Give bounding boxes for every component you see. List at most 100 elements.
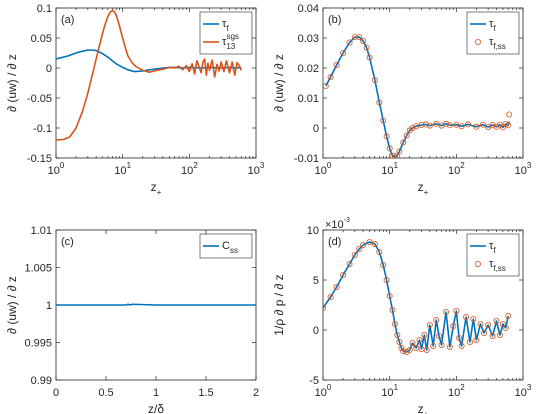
x-axis-title: z+ (418, 180, 429, 197)
panel-label: (a) (61, 14, 74, 26)
x-tick-label: 101 (381, 161, 398, 177)
x-tick-label: 100 (48, 161, 65, 177)
y-axis-title: ∂ (uw) / ∂ z (272, 54, 286, 112)
plot-area (56, 9, 242, 141)
legend-label: τf,ss (489, 36, 506, 51)
data-point (438, 341, 445, 348)
y-tick-label: 0.99 (31, 375, 52, 387)
data-point (409, 339, 416, 346)
data-point (389, 306, 396, 313)
y-tick-label: -0.1 (33, 123, 52, 135)
data-point (333, 62, 340, 69)
panel-c: 0.99 0.995 1 1.005 1.01 0 0.5 1 1.5 2 z/δ ∂ (uw) / … (5, 225, 259, 414)
data-point (422, 121, 429, 128)
data-point (366, 54, 373, 61)
x-tick-label: 101 (114, 161, 131, 177)
data-point (346, 39, 353, 46)
data-point (499, 320, 506, 327)
axes-box (322, 229, 524, 381)
data-point (409, 125, 416, 132)
data-point (346, 260, 353, 267)
panel-label: (c) (61, 236, 74, 248)
plot-area (323, 238, 512, 355)
data-point (323, 305, 326, 311)
data-point (473, 123, 480, 130)
data-point (470, 315, 477, 322)
y-tick-label: 0.03 (298, 33, 319, 45)
y-tick-label: -0.01 (294, 153, 319, 165)
x-tick-label: 1.5 (198, 387, 213, 399)
x-tick-label: 102 (448, 161, 465, 177)
data-point (453, 307, 460, 314)
y-tick-label: 0.995 (24, 338, 52, 350)
data-point (394, 331, 401, 338)
y-tick-label: 1.01 (31, 225, 52, 237)
data-point (366, 238, 373, 245)
y-tick-label: 1 (46, 300, 52, 312)
y-tick-label: 0.05 (31, 33, 52, 45)
data-point (446, 122, 453, 129)
y-tick-label: 0 (313, 325, 319, 337)
y-axis-title: 1/ρ ∂ p / ∂ z (272, 274, 286, 335)
data-point (403, 132, 410, 139)
data-point (465, 121, 472, 128)
data-point (489, 122, 496, 129)
data-point (396, 148, 403, 155)
data-point (380, 117, 387, 124)
legend-label: τf (489, 18, 496, 33)
x-axis-title: z+ (418, 402, 429, 414)
data-point (371, 240, 378, 247)
data-point (351, 251, 358, 258)
data-point (473, 336, 480, 343)
plot-area (323, 34, 513, 158)
data-point (327, 74, 334, 81)
data-point (505, 122, 512, 129)
data-point (477, 320, 484, 327)
data-point (351, 34, 358, 41)
y-tick-label: 0.01 (298, 93, 319, 105)
data-point (433, 120, 440, 127)
x-tick-label: 0 (53, 387, 59, 399)
data-point (360, 38, 367, 45)
legend-label: τ13sgs (222, 32, 239, 51)
x-tick-label: 1 (153, 387, 159, 399)
data-point (485, 321, 492, 328)
y-tick-label: -0.15 (27, 153, 52, 165)
series-line (325, 36, 510, 158)
y-tick-label: -5 (309, 375, 319, 387)
data-point (340, 50, 347, 57)
y-tick-label: -0.05 (27, 93, 52, 105)
axes-box (322, 7, 524, 159)
data-point (433, 316, 440, 323)
data-point (371, 77, 378, 84)
x-tick-label: 103 (515, 161, 532, 177)
data-point (376, 248, 383, 255)
y-tick-label: 0 (46, 63, 52, 75)
data-point (356, 245, 363, 252)
legend: τf τf,ss (466, 233, 520, 277)
data-point (416, 336, 423, 343)
data-point (400, 139, 407, 146)
x-axis-title: z/δ (148, 402, 164, 414)
data-point (466, 338, 473, 345)
legend-label: τf (489, 240, 496, 255)
data-point (333, 283, 340, 290)
legend-marker (474, 260, 481, 267)
data-point (443, 120, 450, 127)
data-point (493, 123, 500, 130)
legend-label: τf (222, 18, 229, 33)
data-point (400, 347, 407, 354)
data-point (480, 329, 487, 336)
data-point (383, 276, 390, 283)
data-point (458, 123, 465, 130)
legend-label: τf,ss (489, 258, 506, 273)
panel-a: -0.15 -0.1 -0.05 0 0.05 0.1 100 101 102 103 z+ ∂ (u… (5, 3, 265, 197)
plot-area (56, 303, 256, 306)
data-point (436, 332, 443, 339)
data-point (356, 34, 363, 41)
y-multiplier: ×10-3 (325, 217, 350, 231)
legend-label: Css (222, 240, 238, 255)
data-point (383, 133, 390, 140)
